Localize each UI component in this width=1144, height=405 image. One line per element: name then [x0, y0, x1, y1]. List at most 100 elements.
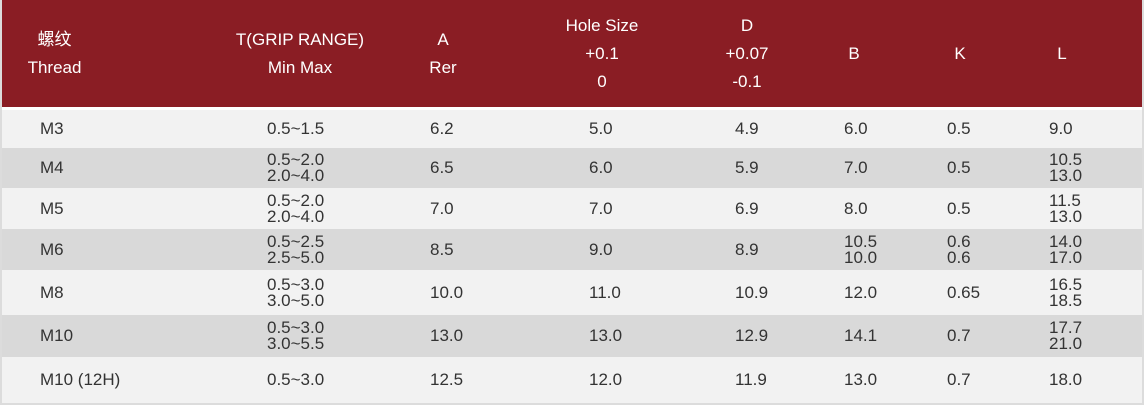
thread-cell-value: M10 (12H)	[40, 370, 121, 389]
header-k-title: K	[954, 43, 966, 63]
header-d-lower: -0.1	[732, 71, 762, 91]
header-l-title: L	[1057, 43, 1067, 63]
grip-range-cell: 0.5~2.0 2.0~4.0	[267, 148, 324, 188]
table-row: M3 0.5~1.5 6.2 5.0 4.9 6.0 0.5 9.0	[2, 110, 1142, 148]
grip-range-cell-line: 0.5~3.0	[267, 274, 325, 294]
a-cell: 7.0	[430, 188, 454, 229]
d-cell: 10.9	[735, 270, 768, 315]
thread-cell: M5	[40, 188, 64, 229]
k-cell-line: 0.6	[947, 247, 971, 267]
l-cell-line: 18.0	[1049, 370, 1083, 389]
grip-range-cell-line: 0.5~2.0	[267, 190, 325, 210]
hole-size-cell-value: 5.0	[589, 119, 613, 138]
hole-size-cell: 9.0	[589, 229, 613, 270]
d-cell-value: 10.9	[735, 282, 769, 302]
k-cell: 0.5	[947, 110, 971, 148]
b-cell: 6.0	[844, 110, 868, 148]
a-cell: 12.5	[430, 357, 463, 403]
a-cell-value: 10.0	[430, 282, 464, 302]
b-cell-line: 14.1	[844, 326, 878, 345]
b-cell-line: 10.5	[844, 231, 878, 251]
a-cell: 10.0	[430, 270, 463, 315]
hole-size-cell: 13.0	[589, 315, 622, 357]
header-b-title: B	[848, 43, 860, 63]
header-grip-range: T(GRIP RANGE) Min Max	[200, 0, 400, 107]
d-cell-value: 12.9	[735, 326, 769, 345]
l-cell-line: 17.7	[1049, 318, 1083, 337]
k-cell-line: 0.65	[947, 282, 981, 302]
grip-range-cell-line: 2.0~4.0	[267, 206, 325, 226]
d-cell: 5.9	[735, 148, 759, 188]
table-row: M10 (12H) 0.5~3.0 12.5 12.0 11.9 13.0 0.7 18.0	[2, 357, 1142, 403]
header-hole-size: Hole Size +0.1 0	[542, 0, 662, 107]
header-d-upper: +0.07	[725, 43, 769, 63]
table-row: M10 0.5~3.0 3.0~5.5 13.0 13.0 12.9 14.1 0.7 17.7…	[2, 315, 1142, 357]
b-cell-line: 7.0	[844, 158, 868, 177]
a-cell-value: 6.2	[430, 119, 454, 138]
thread-cell: M3	[40, 110, 64, 148]
table-row: M5 0.5~2.0 2.0~4.0 7.0 7.0 6.9 8.0 0.5 11.5 13.0	[2, 188, 1142, 229]
grip-range-cell-line: 0.5~2.5	[267, 231, 325, 251]
grip-range-cell-line: 0.5~2.0	[267, 150, 325, 169]
grip-range-cell: 0.5~2.5 2.5~5.0	[267, 229, 324, 270]
thread-cell: M10 (12H)	[40, 357, 120, 403]
k-cell: 0.6 0.6	[947, 229, 971, 270]
header-d-title: D	[740, 15, 754, 35]
header-a-title: A	[437, 29, 449, 49]
d-cell-value: 5.9	[735, 158, 759, 177]
hole-size-cell: 11.0	[589, 270, 621, 315]
header-thread: 螺纹 Thread	[2, 0, 107, 107]
grip-range-cell-line: 0.5~3.0	[267, 370, 325, 389]
header-a: A Rer	[402, 0, 484, 107]
a-cell: 13.0	[430, 315, 463, 357]
a-cell: 8.5	[430, 229, 454, 270]
d-cell: 11.9	[735, 357, 767, 403]
l-cell-line: 11.5	[1049, 190, 1081, 210]
b-cell: 12.0	[844, 270, 877, 315]
thread-cell: M6	[40, 229, 64, 270]
l-cell-line: 13.0	[1049, 206, 1083, 226]
grip-range-cell: 0.5~1.5	[267, 110, 324, 148]
l-cell-line: 17.0	[1049, 247, 1083, 267]
thread-cell: M10	[40, 315, 73, 357]
d-cell-value: 11.9	[735, 370, 767, 389]
l-cell: 14.0 17.0	[1049, 229, 1082, 270]
header-hole-upper: +0.1	[585, 43, 619, 63]
a-cell-value: 12.5	[430, 370, 464, 389]
b-cell: 14.1	[844, 315, 877, 357]
header-b: B	[824, 0, 884, 107]
d-cell-value: 6.9	[735, 198, 759, 218]
l-cell-line: 18.5	[1049, 290, 1083, 310]
header-l: L	[1032, 0, 1092, 107]
grip-range-cell: 0.5~3.0 3.0~5.5	[267, 315, 324, 357]
table-row: M6 0.5~2.5 2.5~5.0 8.5 9.0 8.9 10.5 10.0 0.6 0.6 1…	[2, 229, 1142, 270]
grip-range-cell: 0.5~3.0	[267, 357, 324, 403]
grip-range-cell: 0.5~3.0 3.0~5.0	[267, 270, 324, 315]
hole-size-cell-value: 9.0	[589, 239, 613, 259]
thread-cell: M4	[40, 148, 64, 188]
table-row: M4 0.5~2.0 2.0~4.0 6.5 6.0 5.9 7.0 0.5 10.5 13.0	[2, 148, 1142, 188]
grip-range-cell-line: 3.0~5.5	[267, 334, 325, 353]
a-cell-value: 13.0	[430, 326, 464, 345]
l-cell: 18.0	[1049, 357, 1082, 403]
k-cell-line: 0.5	[947, 158, 971, 177]
table-row: M8 0.5~3.0 3.0~5.0 10.0 11.0 10.9 12.0 0.65 16.5…	[2, 270, 1142, 315]
grip-range-cell-line: 2.5~5.0	[267, 247, 325, 267]
thread-cell-value: M6	[40, 239, 64, 259]
grip-range-cell-line: 0.5~3.0	[267, 318, 325, 337]
header-hole-lower: 0	[597, 71, 607, 91]
l-cell: 9.0	[1049, 110, 1073, 148]
hole-size-cell: 5.0	[589, 110, 613, 148]
grip-range-cell-line: 0.5~1.5	[267, 119, 325, 138]
l-cell-line: 14.0	[1049, 231, 1083, 251]
thread-cell-value: M4	[40, 158, 64, 177]
header-hole-title: Hole Size	[565, 15, 639, 35]
d-cell-value: 8.9	[735, 239, 759, 259]
b-cell-line: 10.0	[844, 247, 878, 267]
hole-size-cell: 12.0	[589, 357, 622, 403]
header-k: K	[930, 0, 990, 107]
header-d: D +0.07 -0.1	[697, 0, 797, 107]
b-cell-line: 6.0	[844, 119, 868, 138]
thread-cell-value: M3	[40, 119, 64, 138]
